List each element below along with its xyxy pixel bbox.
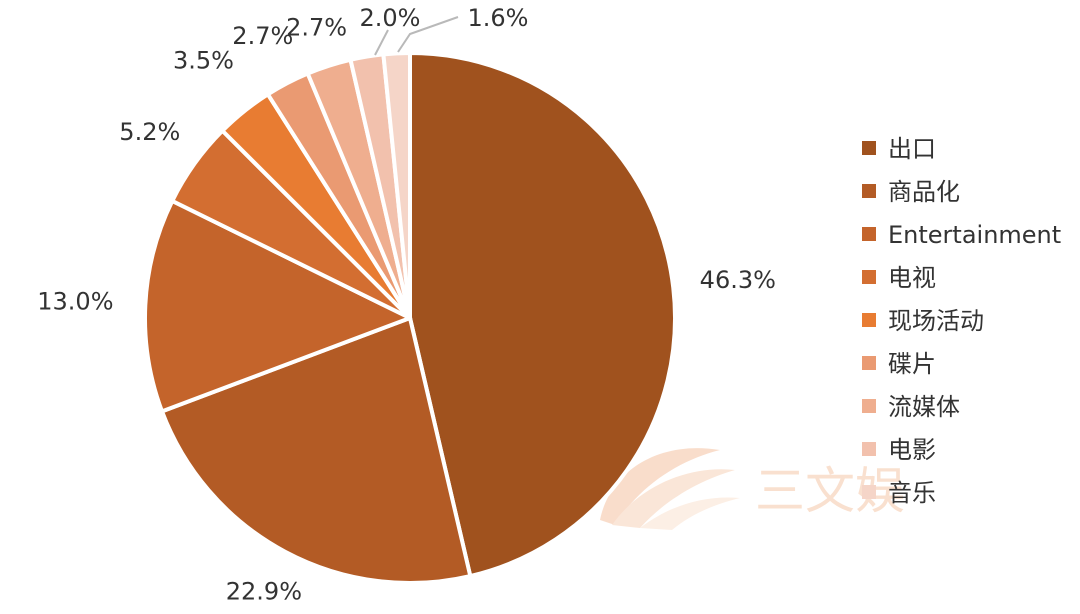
legend-swatch — [862, 313, 876, 327]
legend-label: 电视 — [888, 264, 936, 292]
watermark-text: 三文娱 — [755, 462, 905, 520]
legend-label: 流媒体 — [888, 393, 960, 421]
slice-label: 2.7% — [232, 22, 293, 50]
slice-label: 46.3% — [700, 266, 776, 294]
leader-line — [374, 29, 389, 56]
slice-labels: 46.3%22.9%13.0%5.2%3.5%2.7%2.7% 2.0% 1.6% — [37, 4, 776, 605]
legend-label: 出口 — [888, 135, 936, 163]
legend-label: 碟片 — [888, 350, 936, 378]
pie-slice — [408, 51, 677, 579]
pie-slice — [381, 51, 412, 320]
legend-swatch — [862, 442, 876, 456]
slice-label: 5.2% — [119, 118, 180, 146]
slice-label: 22.9% — [226, 577, 302, 605]
slice-label: 2.0% — [360, 4, 421, 32]
legend-swatch — [862, 485, 876, 499]
legend-label: 现场活动 — [888, 307, 984, 335]
slice-label: 1.6% — [468, 4, 529, 32]
legend-label: Entertainment — [888, 221, 1061, 249]
leader-lines — [374, 16, 459, 56]
pie-slice — [142, 198, 412, 414]
slice-label: 2.7% — [286, 14, 347, 42]
legend-swatch — [862, 141, 876, 155]
legend-swatch — [862, 227, 876, 241]
legend-swatch — [862, 399, 876, 413]
legend-swatch — [862, 184, 876, 198]
leader-line — [397, 16, 459, 53]
slice-label: 3.5% — [173, 47, 234, 75]
slice-label: 13.0% — [37, 288, 113, 316]
swoosh-logo-icon — [600, 448, 740, 530]
legend-swatch — [862, 270, 876, 284]
legend-swatch — [862, 356, 876, 370]
legend-label: 商品化 — [888, 178, 960, 206]
legend-label: 音乐 — [888, 479, 936, 507]
watermark: 三文娱 — [600, 448, 905, 530]
pie-slices — [142, 51, 677, 585]
legend-label: 电影 — [888, 436, 936, 464]
